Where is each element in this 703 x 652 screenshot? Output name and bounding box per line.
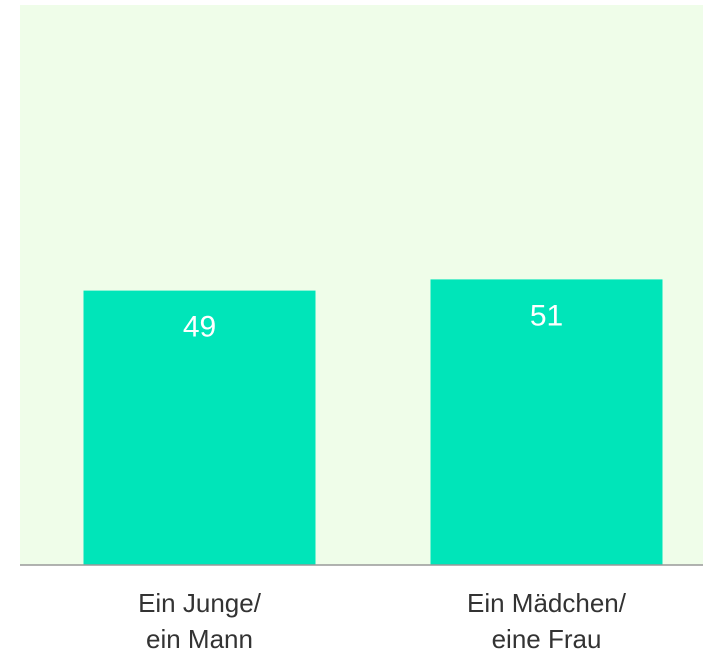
- data-label: 51: [530, 299, 563, 332]
- bar: [430, 279, 663, 565]
- bar: [83, 290, 316, 565]
- data-label: 49: [183, 311, 216, 344]
- x-tick-label: Ein Junge/ ein Mann: [138, 588, 261, 652]
- x-tick-label: Ein Mädchen/ eine Frau: [467, 588, 626, 652]
